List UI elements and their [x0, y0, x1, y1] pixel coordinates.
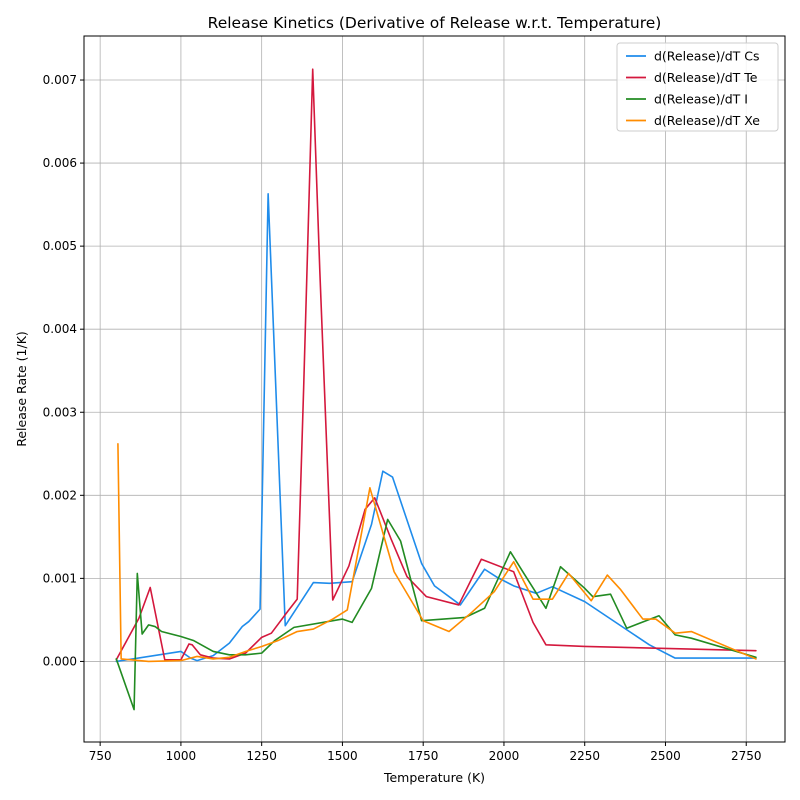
- plot-frame: [83, 35, 786, 743]
- legend-box: [616, 42, 779, 132]
- y-tick-label: 0.000: [43, 654, 77, 668]
- x-tick-label: 1250: [246, 749, 277, 763]
- y-tick-label: 0.007: [43, 73, 77, 87]
- legend-label: d(Release)/dT I: [654, 92, 748, 107]
- grid: [84, 36, 785, 742]
- x-axis-ticks: 750 1000 1250 1500 1750 2000 2250 2500 2750: [89, 742, 762, 763]
- y-axis-label: Release Rate (1/K): [14, 331, 29, 447]
- x-tick-label: 1500: [327, 749, 358, 763]
- x-tick-label: 750: [89, 749, 112, 763]
- y-axis-ticks: 0.000 0.001 0.002 0.003 0.004 0.005 0.006 0.007: [43, 73, 84, 668]
- x-tick-label: 1000: [166, 749, 197, 763]
- series-lines: [115, 68, 757, 711]
- x-tick-label: 1750: [408, 749, 439, 763]
- y-tick-label: 0.003: [43, 405, 77, 419]
- x-axis-label: Temperature (K): [383, 770, 485, 785]
- series-line-1: [115, 193, 757, 663]
- x-tick-label: 2250: [569, 749, 600, 763]
- series-line-2: [115, 68, 757, 661]
- series-line-4: [117, 443, 757, 663]
- y-tick-label: 0.002: [43, 488, 77, 502]
- y-tick-label: 0.001: [43, 571, 77, 585]
- y-tick-label: 0.006: [43, 156, 77, 170]
- legend: d(Release)/dT Cs d(Release)/dT Te d(Releas…: [616, 42, 779, 132]
- x-tick-label: 2750: [731, 749, 762, 763]
- y-tick-label: 0.005: [43, 239, 77, 253]
- legend-label: d(Release)/dT Te: [654, 70, 758, 85]
- y-tick-label: 0.004: [43, 322, 77, 336]
- series-line-3: [115, 518, 757, 711]
- x-tick-label: 2500: [650, 749, 681, 763]
- chart-title: Release Kinetics (Derivative of Release …: [208, 14, 662, 32]
- legend-label: d(Release)/dT Cs: [654, 49, 760, 64]
- x-tick-label: 2000: [489, 749, 520, 763]
- legend-label: d(Release)/dT Xe: [654, 113, 760, 128]
